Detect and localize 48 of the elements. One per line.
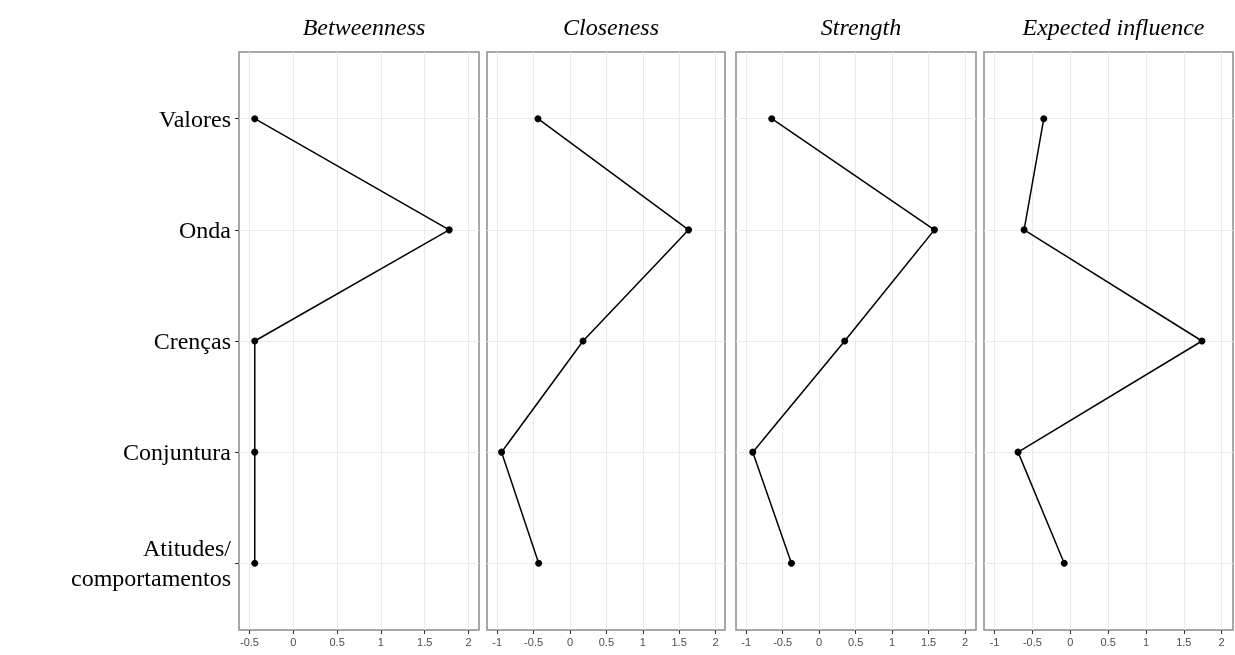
- point: [685, 226, 693, 234]
- y-tick-label: Conjuntura: [123, 439, 232, 466]
- x-tick-label: 0.5: [329, 635, 345, 648]
- point: [1060, 559, 1068, 567]
- y-tick-label: Crenças: [153, 328, 231, 354]
- x-tick-label: 2: [962, 635, 969, 648]
- point: [930, 226, 938, 234]
- chart-title: Closeness: [563, 14, 659, 40]
- x-tick-label: -1: [492, 635, 503, 648]
- x-tick-label: 0: [1067, 635, 1074, 648]
- x-tick-label: 0.5: [598, 635, 615, 648]
- x-tick-label: 1: [377, 635, 384, 648]
- x-tick-label: 1.5: [1176, 635, 1192, 648]
- x-tick-label: -0.5: [524, 635, 544, 648]
- point: [1020, 226, 1028, 234]
- point: [535, 559, 543, 567]
- x-tick-label: 0: [290, 635, 297, 648]
- chart-title: Betweenness: [302, 14, 426, 40]
- point: [841, 337, 849, 345]
- x-tick-label: 2: [465, 635, 472, 648]
- x-tick-label: 2: [712, 635, 719, 648]
- x-tick-label: 1: [889, 635, 896, 648]
- x-tick-label: -1: [741, 635, 752, 648]
- x-tick-label: 1.5: [920, 635, 937, 648]
- x-tick-label: 1.5: [671, 635, 687, 648]
- x-tick-label: 0.5: [1100, 635, 1116, 648]
- point: [498, 448, 506, 456]
- chart-title: Expected influence: [1021, 14, 1205, 40]
- x-tick-label: 1: [639, 635, 646, 648]
- x-tick-label: 0: [566, 635, 574, 648]
- x-tick-label: 1.5: [417, 635, 433, 648]
- x-tick-label: -1: [989, 635, 1000, 648]
- x-tick-label: 0.5: [847, 635, 864, 648]
- point: [749, 448, 757, 456]
- point: [534, 115, 542, 123]
- x-tick-label: -0.5: [773, 635, 793, 648]
- x-tick-label: -0.5: [1022, 635, 1042, 648]
- y-tick-label: Onda: [179, 216, 232, 243]
- chart-title: Strength: [820, 14, 902, 40]
- point: [1040, 115, 1048, 123]
- x-tick-label: -0.5: [240, 635, 259, 648]
- point: [787, 559, 795, 567]
- x-tick-label: 0: [816, 635, 823, 648]
- x-tick-label: 2: [1218, 635, 1225, 648]
- y-tick-label: Atitudes/ comportamentos: [71, 535, 232, 592]
- y-tick-label: Valores: [159, 105, 231, 132]
- point: [768, 115, 776, 123]
- x-tick-label: 1: [1142, 635, 1150, 648]
